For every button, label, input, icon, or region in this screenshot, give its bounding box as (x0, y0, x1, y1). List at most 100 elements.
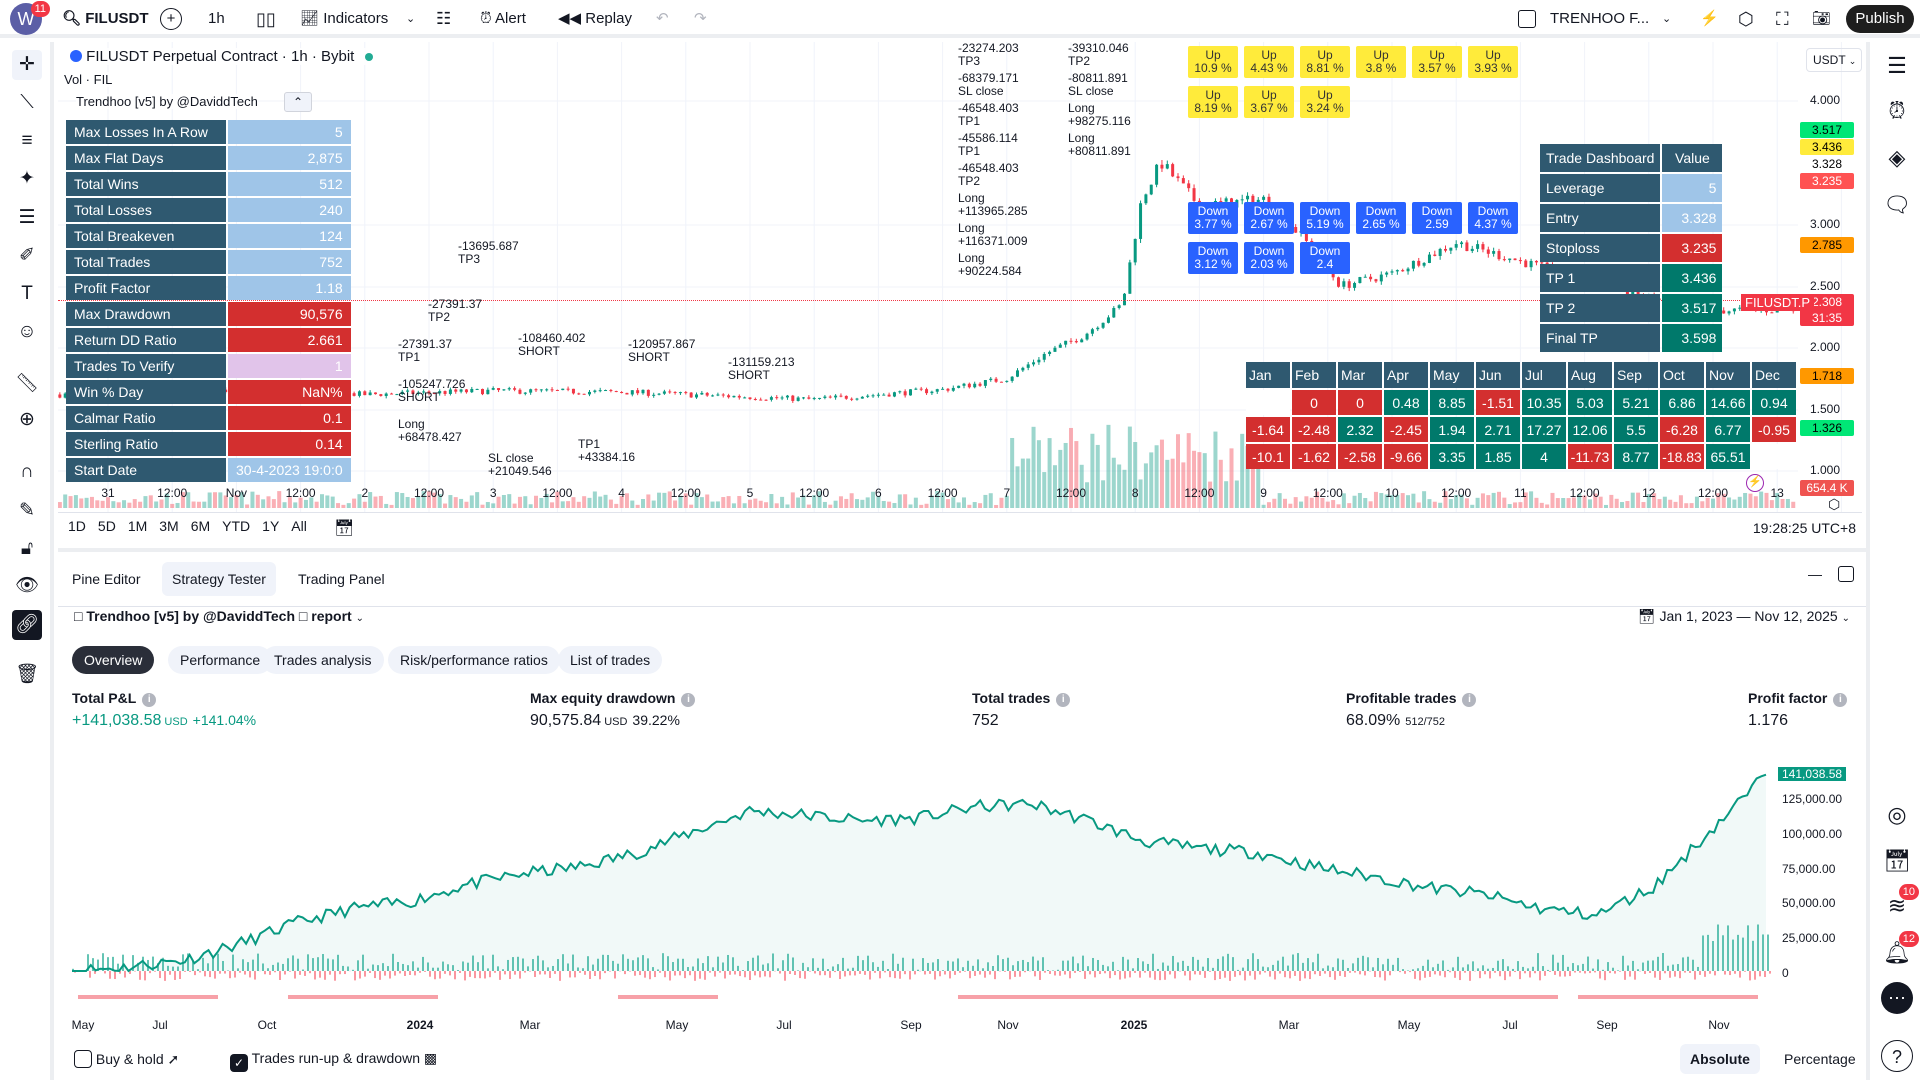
info-icon[interactable]: i (1833, 693, 1848, 707)
chat-icon[interactable]: 🗨︎ (1883, 192, 1911, 217)
calendar-icon[interactable]: 📅︎ (1883, 848, 1911, 873)
axis-settings-icon[interactable]: ⬡ (1828, 496, 1841, 512)
stats-label: Sterling Ratio (66, 432, 226, 456)
currency-select[interactable]: USDT ⌄ (1806, 48, 1862, 72)
layouts-grid-icon[interactable]: ☷ (436, 9, 452, 28)
price-chart[interactable]: FILUSDT Perpetual Contract · 1h · Bybit … (58, 42, 1862, 542)
fib-lines-icon[interactable]: ≡ (21, 130, 33, 151)
volume-bar (186, 492, 191, 508)
alerts-clock-icon[interactable]: ⏰︎ (1888, 98, 1906, 123)
drawdown-bar (1149, 971, 1151, 978)
range-6m[interactable]: 6M (190, 518, 211, 534)
runup-bar (592, 964, 594, 971)
runup-bar (422, 956, 424, 971)
info-icon[interactable]: i (681, 693, 696, 707)
chevron-down-icon[interactable]: ⌄ (406, 13, 416, 25)
replay-button[interactable]: ◀◀ Replay (558, 8, 632, 30)
ruler-icon[interactable]: 📏︎ (14, 373, 40, 394)
tab-pine-editor[interactable]: Pine Editor (72, 571, 141, 587)
bell-icon[interactable]: 🔔︎ 12 (1881, 931, 1919, 969)
runup-checkbox[interactable]: ✓ (230, 1054, 248, 1072)
report-tab-trades-analysis[interactable]: Trades analysis (262, 646, 384, 674)
drawdown-bar (1279, 971, 1281, 974)
layers-icon[interactable]: ◈ (1888, 145, 1906, 170)
indicators-button[interactable]: 📈︎ Indicators (300, 8, 388, 30)
range-1y[interactable]: 1Y (262, 518, 280, 534)
feed-icon[interactable]: ≋ 10 (1881, 884, 1919, 922)
report-tab-performance[interactable]: Performance (168, 646, 273, 674)
clock-timezone[interactable]: 19:28:25 UTC+8 (1752, 520, 1856, 536)
report-tab-list-of-trades[interactable]: List of trades (558, 646, 663, 674)
emoji-icon[interactable]: ☺ (17, 321, 37, 342)
trend-line-icon[interactable]: ⟍ (20, 92, 34, 113)
layout-checkbox[interactable] (1518, 10, 1536, 28)
symbol-search-button[interactable]: 🔍︎ FILUSDT (62, 8, 149, 30)
apps-grid-icon[interactable]: ⋯ (1881, 982, 1913, 1014)
percentage-toggle[interactable]: Percentage (1784, 1051, 1856, 1067)
runup-toggle[interactable]: ✓ Trades run-up & drawdown ▩ (230, 1050, 437, 1072)
range-ytd[interactable]: YTD (222, 518, 251, 534)
eye-icon[interactable]: 👁︎ (14, 575, 40, 596)
help-icon[interactable]: ? (1881, 1040, 1913, 1072)
volume-bar (748, 499, 752, 508)
link-icon[interactable]: 🔗︎ (12, 610, 42, 640)
range-5d[interactable]: 5D (97, 518, 116, 534)
absolute-toggle[interactable]: Absolute (1680, 1044, 1760, 1074)
forecast-icon[interactable]: ☰ (18, 207, 36, 228)
maximize-icon[interactable] (1838, 566, 1854, 582)
buy-hold-checkbox[interactable] (74, 1050, 92, 1068)
trash-icon[interactable]: 🗑︎ (14, 664, 40, 685)
alert-button[interactable]: ⏰︎ Alert (480, 8, 526, 30)
range-1d[interactable]: 1D (68, 518, 86, 534)
volume-legend[interactable]: Vol · FIL (64, 72, 113, 87)
runup-bar (1657, 956, 1659, 971)
minimize-icon[interactable]: — (1808, 566, 1822, 582)
strategy-selector[interactable]: □ Trendhoo [v5] by @DaviddTech □ report … (74, 608, 364, 624)
runup-bar (1467, 964, 1469, 971)
target-icon[interactable]: ◎ (1887, 802, 1907, 827)
lock-icon[interactable]: 🔓︎ (20, 538, 34, 559)
range-all[interactable]: All (291, 518, 307, 534)
text-icon[interactable]: T (21, 283, 33, 304)
runup-bar (847, 968, 849, 971)
collapse-legend-button[interactable]: ⌃ (284, 92, 312, 112)
pattern-icon[interactable]: ✦ (19, 168, 35, 189)
equity-chart[interactable] (58, 742, 1866, 1032)
quick-search-icon[interactable]: ⚡ (1700, 10, 1719, 27)
candles-icon[interactable]: ▯▯ (256, 9, 276, 29)
info-icon[interactable]: i (1056, 693, 1071, 707)
tab-trading-panel[interactable]: Trading Panel (298, 571, 385, 587)
layout-name-button[interactable]: TRENHOO F... (1550, 10, 1650, 27)
report-tab-overview[interactable]: Overview (72, 646, 155, 674)
camera-icon[interactable]: 📷︎ (1812, 10, 1832, 27)
month-header: Dec (1752, 362, 1796, 388)
watchlist-icon[interactable]: ☰ (1887, 53, 1907, 78)
drawdown-bar (1734, 971, 1736, 974)
zoom-in-icon[interactable]: ⊕ (19, 409, 35, 430)
report-tab-risk-performance-ratios[interactable]: Risk/performance ratios (388, 646, 560, 674)
redo-icon[interactable]: ↷ (694, 10, 707, 27)
range-1m[interactable]: 1M (127, 518, 148, 534)
magnet-icon[interactable]: ∩ (20, 461, 34, 482)
brush-icon[interactable]: ✐ (19, 245, 35, 266)
drawdown-bar (1349, 971, 1351, 973)
info-icon[interactable]: i (142, 693, 157, 707)
chevron-down-icon[interactable]: ⌄ (1662, 13, 1672, 25)
fullscreen-icon[interactable]: ⛶ (1776, 9, 1789, 29)
indicator-legend[interactable]: Trendhoo [v5] by @DaviddTech (76, 94, 258, 109)
range-3m[interactable]: 3M (159, 518, 179, 534)
lock-pencil-icon[interactable]: ✎ (19, 500, 35, 521)
goto-date-icon[interactable]: 📅︎ (334, 520, 355, 537)
buy-hold-toggle[interactable]: Buy & hold ➚ (74, 1050, 179, 1068)
settings-hexagon-icon[interactable]: ⬡ (1738, 9, 1754, 29)
date-range-selector[interactable]: 📅︎ Jan 1, 2023 — Nov 12, 2025 ⌄ (1638, 608, 1850, 625)
user-avatar[interactable]: W 11 (10, 1, 50, 35)
undo-icon[interactable]: ↶ (656, 10, 669, 27)
info-icon[interactable]: i (1462, 693, 1477, 707)
tab-strategy-tester[interactable]: Strategy Tester (162, 562, 276, 596)
interval-button[interactable]: 1h (208, 10, 225, 27)
add-symbol-icon[interactable]: + (160, 8, 182, 30)
publish-button[interactable]: Publish (1846, 5, 1914, 33)
crosshair-icon[interactable]: ✛ (12, 50, 42, 80)
lightning-icon[interactable]: ⚡ (1746, 474, 1764, 492)
